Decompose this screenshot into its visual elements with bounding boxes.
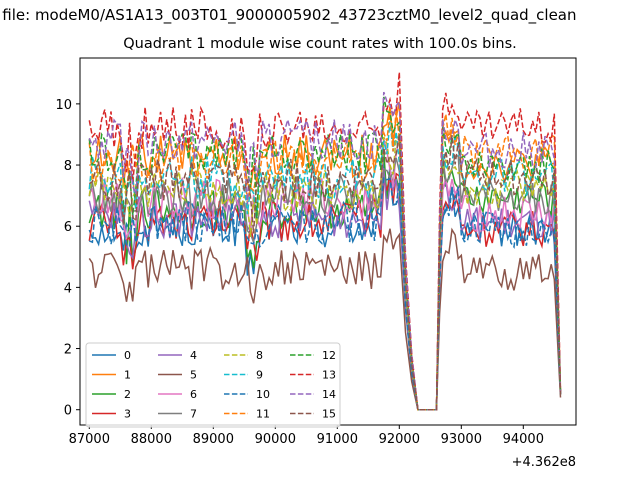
series-line-15 (88, 133, 562, 411)
x-tick-label: 89000 (193, 432, 234, 447)
x-tick-label: 94000 (503, 432, 544, 447)
legend-box (85, 342, 341, 428)
x-tick-label: 87000 (69, 432, 110, 447)
legend-label-3: 3 (124, 408, 131, 421)
series-line-12 (88, 96, 562, 411)
x-tick-label: 92000 (379, 432, 420, 447)
legend-label-12: 12 (322, 349, 336, 362)
legend-label-2: 2 (124, 388, 131, 401)
series-line-4 (88, 168, 562, 411)
legend-label-8: 8 (256, 349, 263, 362)
legend-label-10: 10 (256, 388, 270, 401)
legend-label-1: 1 (124, 369, 131, 382)
legend-label-9: 9 (256, 369, 263, 382)
x-tick-label: 88000 (131, 432, 172, 447)
y-tick-label: 4 (64, 281, 72, 296)
y-tick-label: 8 (64, 159, 72, 174)
legend-label-11: 11 (256, 408, 270, 421)
series-line-10 (89, 177, 562, 411)
series-line-13 (88, 72, 562, 411)
series-line-11 (88, 108, 562, 411)
y-tick-label: 6 (64, 220, 72, 235)
legend-label-15: 15 (322, 408, 336, 421)
y-tick-label: 2 (64, 343, 72, 358)
series-line-5 (88, 227, 562, 411)
x-tick-label: 90000 (255, 432, 296, 447)
legend-label-14: 14 (322, 388, 336, 401)
x-axis: 87000 88000 89000 90000 91000 92000 93000 94000 (69, 425, 544, 447)
legend-label-6: 6 (190, 388, 197, 401)
chart-title: Quadrant 1 module wise count rates with … (123, 36, 517, 52)
legend-label-13: 13 (322, 369, 336, 382)
plot-lines (88, 72, 562, 411)
x-tick-label: 91000 (317, 432, 358, 447)
legend-label-4: 4 (190, 349, 197, 362)
figure-supertitle: n file: modeM0/AS1A13_003T01_9000005902_… (0, 6, 577, 24)
legend-label-0: 0 (124, 349, 131, 362)
x-offset-label: +4.362e8 (512, 455, 576, 470)
y-axis: 0 2 4 6 8 10 (55, 98, 80, 419)
legend-label-7: 7 (190, 408, 197, 421)
y-tick-label: 10 (55, 98, 72, 113)
y-tick-label: 0 (64, 404, 72, 419)
legend-label-5: 5 (190, 369, 197, 382)
x-tick-label: 93000 (441, 432, 482, 447)
series-line-14 (88, 91, 562, 411)
